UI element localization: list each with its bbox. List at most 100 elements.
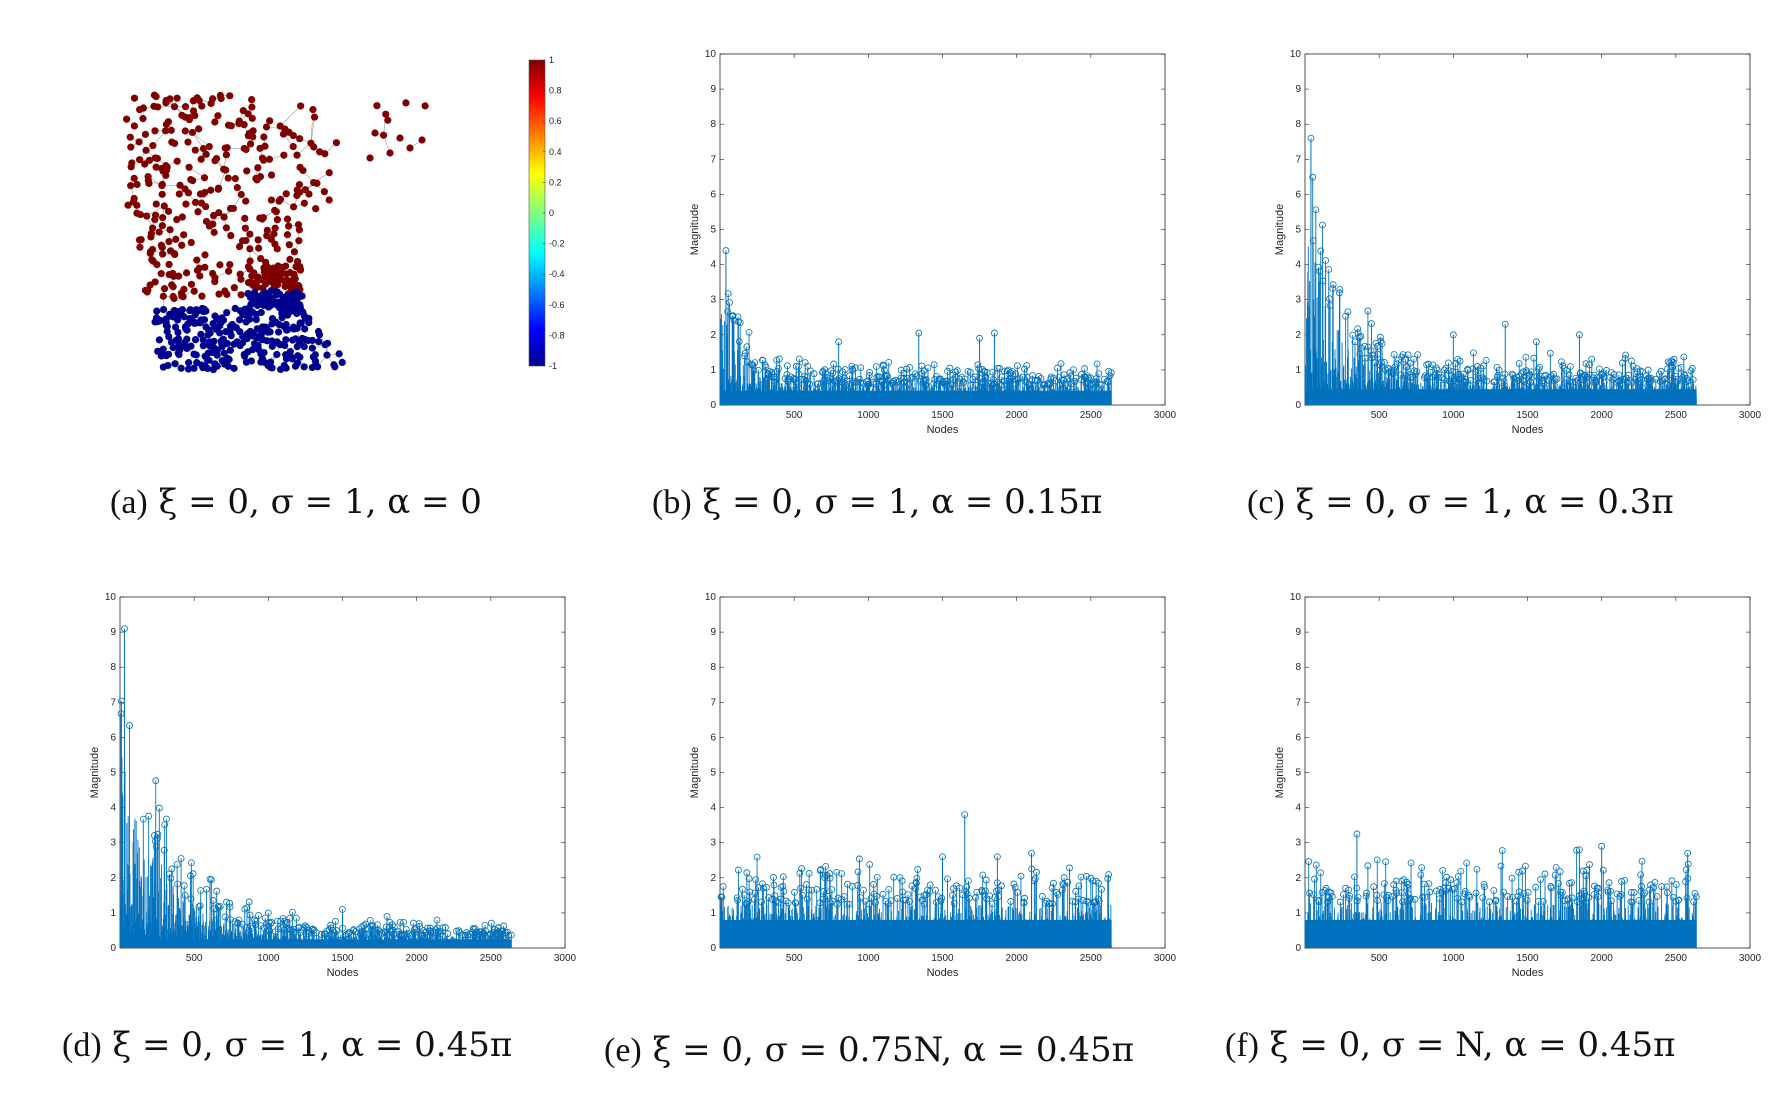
graph-node: [178, 306, 186, 314]
stem-marker: [1625, 371, 1633, 379]
stem-marker: [1344, 308, 1352, 316]
stem-marker: [1572, 374, 1580, 382]
y-tick-label: 7: [110, 697, 116, 708]
stem-marker: [1647, 376, 1655, 384]
graph-node: [260, 348, 268, 357]
graph-node: [188, 128, 197, 137]
graph-node: [240, 350, 248, 359]
stem-marker: [1689, 376, 1697, 384]
stem-marker: [729, 312, 737, 320]
graph-node: [282, 262, 290, 270]
stem-marker: [1494, 372, 1502, 379]
graph-node: [215, 209, 223, 217]
graph-node: [293, 359, 302, 367]
y-tick-label: 5: [710, 225, 716, 236]
stem-marker: [444, 930, 452, 938]
stem-marker: [823, 374, 831, 381]
graph-node: [198, 361, 206, 369]
stem-marker: [223, 898, 230, 906]
graph-node: [171, 323, 180, 331]
colorbar-tick-label: -1: [549, 361, 557, 371]
graph-node: [255, 244, 263, 252]
stem-marker: [238, 920, 246, 928]
y-axis-label: Magnitude: [1274, 204, 1286, 255]
stem-marker: [331, 929, 339, 937]
graph-node: [205, 142, 213, 151]
stem-marker: [1361, 342, 1369, 350]
graph-node: [309, 106, 317, 114]
graph-node: [258, 355, 267, 363]
stem-marker: [267, 920, 274, 927]
graph-node: [192, 319, 201, 327]
stem-marker: [154, 834, 161, 842]
y-tick-label: 8: [110, 662, 116, 673]
stem-marker: [1519, 376, 1527, 384]
stem-marker: [741, 349, 749, 357]
stem-marker: [507, 931, 515, 939]
stem-marker: [210, 905, 218, 913]
graph-node: [243, 167, 251, 175]
x-tick-label: 1000: [257, 953, 280, 964]
y-tick-label: 9: [710, 627, 716, 638]
graph-node: [193, 256, 201, 264]
graph-node: [232, 324, 240, 332]
stem-marker: [763, 374, 771, 382]
graph-node: [161, 127, 170, 135]
graph-node: [248, 292, 256, 300]
stem-marker: [195, 903, 203, 911]
graph-node: [223, 340, 231, 348]
graph-node: [142, 146, 150, 154]
graph-node: [220, 349, 228, 357]
stem-marker: [1553, 375, 1561, 383]
graph-node: [159, 292, 167, 300]
stem-marker: [1019, 373, 1027, 381]
stem-marker: [943, 381, 951, 389]
stem-marker: [865, 371, 873, 379]
stem-marker: [803, 380, 811, 388]
stem-marker: [911, 370, 919, 378]
graph-node: [218, 357, 226, 365]
stem-marker: [1309, 237, 1317, 245]
graph-node: [191, 146, 199, 154]
stem-marker: [1527, 368, 1535, 376]
graph-node: [301, 325, 309, 333]
stem-marker: [775, 364, 782, 372]
graph-node: [205, 356, 213, 364]
stem-marker: [1021, 365, 1028, 373]
colorbar-tick-label: -0.8: [549, 330, 565, 340]
stem-marker: [736, 319, 744, 327]
graph-panel-a: 1 0.8 0.6 0.4 0.2 0 -0.2 -0.4 -0.6 -0.8 -1: [123, 55, 565, 374]
graph-node: [195, 125, 203, 133]
stem-marker: [187, 895, 195, 903]
graph-node: [276, 304, 284, 312]
graph-node: [139, 104, 148, 112]
stem-marker: [966, 368, 974, 376]
stem-marker: [772, 375, 780, 383]
stem-marker: [243, 923, 250, 931]
stem-marker: [1035, 372, 1043, 380]
stem-marker: [245, 898, 253, 906]
graph-node: [181, 185, 189, 193]
graph-node: [233, 338, 241, 346]
graph-node: [158, 190, 166, 198]
stem-marker: [1404, 351, 1412, 359]
graph-node: [275, 197, 283, 205]
graph-node: [187, 176, 195, 184]
stem-marker: [1445, 359, 1452, 367]
stem-marker: [1326, 295, 1334, 303]
y-tick-label: 0: [110, 943, 116, 954]
stem-marker: [437, 930, 444, 938]
graph-node: [220, 213, 228, 221]
stem-marker: [1566, 363, 1574, 370]
graph-node: [266, 358, 275, 366]
stem-marker: [1519, 368, 1527, 376]
stem-marker: [416, 922, 424, 930]
graph-node: [273, 216, 281, 224]
stem-marker: [907, 375, 915, 383]
stem-marker: [1441, 366, 1448, 374]
graph-node: [130, 122, 138, 130]
graph-node: [136, 210, 145, 219]
graph-node: [166, 226, 174, 234]
graph-node: [185, 113, 194, 122]
stem-marker: [734, 313, 742, 321]
